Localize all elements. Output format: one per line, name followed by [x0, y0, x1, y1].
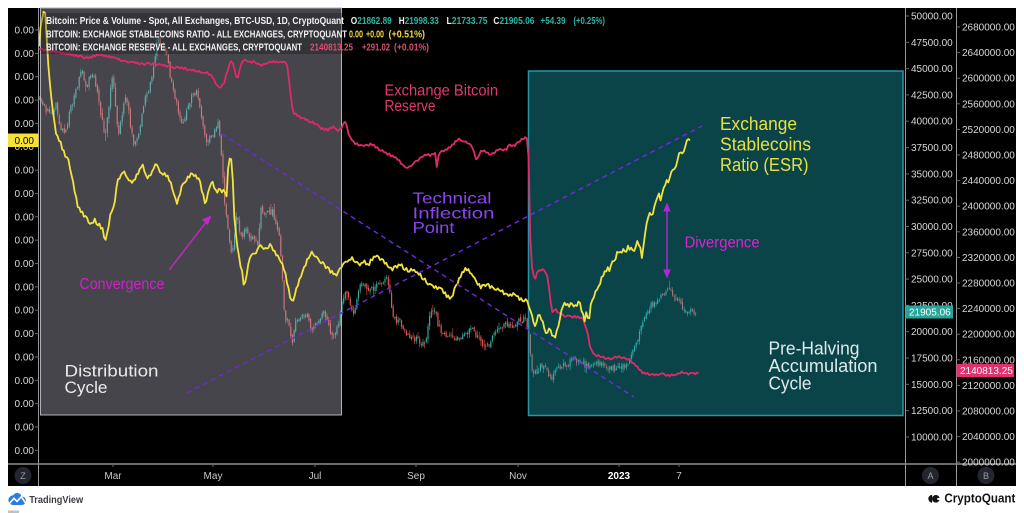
- svg-text:0.00: 0.00: [15, 376, 35, 387]
- svg-text:Sep: Sep: [407, 471, 425, 482]
- svg-text:+54.39: +54.39: [541, 16, 566, 27]
- svg-text:Inflection: Inflection: [413, 205, 495, 222]
- svg-text:0.00: 0.00: [15, 26, 35, 37]
- svg-text:2360000.00: 2360000.00: [962, 227, 1015, 238]
- svg-text:0.00: 0.00: [15, 212, 35, 223]
- svg-text:2400000.00: 2400000.00: [962, 202, 1015, 213]
- svg-text:30000.00: 30000.00: [911, 222, 953, 233]
- svg-text:Stablecoins: Stablecoins: [720, 134, 811, 154]
- svg-text:50000.00: 50000.00: [911, 12, 953, 23]
- svg-text:2600000.00: 2600000.00: [962, 74, 1015, 85]
- svg-text:0.00: 0.00: [15, 96, 35, 107]
- svg-text:2080000.00: 2080000.00: [962, 407, 1015, 418]
- svg-text:Jul: Jul: [309, 471, 322, 482]
- svg-text:Cycle: Cycle: [769, 374, 812, 394]
- svg-text:2140813.25: 2140813.25: [310, 43, 353, 54]
- svg-text:C21905.06: C21905.06: [493, 16, 534, 27]
- svg-text:2640000.00: 2640000.00: [962, 48, 1015, 59]
- svg-text:BITCOIN: EXCHANGE RESERVE - AL: BITCOIN: EXCHANGE RESERVE - ALL EXCHANGE…: [46, 43, 302, 54]
- svg-text:BITCOIN: EXCHANGE STABLECOINS: BITCOIN: EXCHANGE STABLECOINS RATIO - AL…: [46, 30, 347, 41]
- svg-text:2320000.00: 2320000.00: [962, 253, 1015, 264]
- svg-text:Ratio (ESR): Ratio (ESR): [720, 155, 809, 175]
- svg-text:L21733.75: L21733.75: [447, 16, 488, 27]
- svg-text:17500.00: 17500.00: [911, 354, 953, 365]
- svg-text:2160000.00: 2160000.00: [962, 355, 1015, 366]
- svg-text:0.00: 0.00: [15, 423, 35, 434]
- svg-text:35000.00: 35000.00: [911, 169, 953, 180]
- svg-text:0.00: 0.00: [15, 142, 35, 153]
- svg-text:0.00: 0.00: [15, 189, 35, 200]
- svg-text:Technical: Technical: [413, 191, 492, 208]
- svg-text:2440000.00: 2440000.00: [962, 176, 1015, 187]
- svg-text:(+0.01%): (+0.01%): [394, 43, 429, 54]
- svg-text:2140813.25: 2140813.25: [960, 366, 1013, 377]
- svg-text:0.00: 0.00: [15, 136, 35, 147]
- svg-text:0.00: 0.00: [15, 446, 35, 457]
- svg-text:37500.00: 37500.00: [911, 143, 953, 154]
- svg-text:12500.00: 12500.00: [911, 406, 953, 417]
- svg-text:27500.00: 27500.00: [911, 248, 953, 259]
- svg-text:+291.02: +291.02: [362, 43, 390, 54]
- svg-text:2040000.00: 2040000.00: [962, 432, 1015, 443]
- svg-text:2560000.00: 2560000.00: [962, 99, 1015, 110]
- svg-text:2240000.00: 2240000.00: [962, 304, 1015, 315]
- svg-text:15000.00: 15000.00: [911, 380, 953, 391]
- svg-text:0.00: 0.00: [15, 166, 35, 177]
- svg-text:Bitcoin: Price & Volume - Spot: Bitcoin: Price & Volume - Spot, All Exch…: [46, 16, 345, 27]
- svg-text:A: A: [927, 471, 933, 481]
- svg-text:2120000.00: 2120000.00: [962, 381, 1015, 392]
- svg-text:B: B: [983, 471, 989, 481]
- svg-text:+0.00: +0.00: [366, 30, 384, 41]
- svg-text:2520000.00: 2520000.00: [962, 125, 1015, 136]
- svg-text:45000.00: 45000.00: [911, 64, 953, 75]
- svg-text:0.00: 0.00: [15, 236, 35, 247]
- svg-text:Cycle: Cycle: [65, 378, 108, 397]
- svg-text:Exchange Bitcoin: Exchange Bitcoin: [385, 83, 499, 100]
- svg-text:0.00: 0.00: [15, 352, 35, 363]
- svg-text:Exchange: Exchange: [720, 114, 797, 134]
- svg-text:20000.00: 20000.00: [911, 327, 953, 338]
- svg-text:Point: Point: [413, 220, 456, 237]
- svg-text:0.00: 0.00: [15, 119, 35, 130]
- svg-text:7: 7: [676, 471, 682, 482]
- svg-text:2023: 2023: [608, 471, 631, 482]
- svg-text:H21998.33: H21998.33: [399, 16, 439, 27]
- svg-text:2680000.00: 2680000.00: [962, 23, 1015, 34]
- svg-text:25000.00: 25000.00: [911, 275, 953, 286]
- svg-text:0.00: 0.00: [15, 259, 35, 270]
- svg-text:(+0.25%): (+0.25%): [573, 16, 605, 27]
- svg-text:Pre-Halving: Pre-Halving: [769, 338, 860, 358]
- svg-text:47500.00: 47500.00: [911, 38, 953, 49]
- svg-text:Divergence: Divergence: [685, 235, 760, 252]
- svg-text:0.00: 0.00: [15, 282, 35, 293]
- svg-text:May: May: [204, 471, 223, 482]
- svg-text:Reserve: Reserve: [385, 98, 436, 115]
- svg-text:Z: Z: [20, 471, 26, 481]
- svg-text:10000.00: 10000.00: [911, 433, 953, 444]
- svg-text:32500.00: 32500.00: [911, 196, 953, 207]
- svg-text:TradingView: TradingView: [29, 494, 84, 506]
- svg-text:42500.00: 42500.00: [911, 90, 953, 101]
- svg-text:CryptoQuant: CryptoQuant: [944, 492, 1016, 506]
- svg-text:(+0.51%): (+0.51%): [389, 30, 426, 41]
- svg-text:Convergence: Convergence: [79, 276, 164, 293]
- svg-text:0.00: 0.00: [15, 329, 35, 340]
- svg-text:Distribution: Distribution: [65, 361, 159, 380]
- svg-text:2280000.00: 2280000.00: [962, 279, 1015, 290]
- svg-text:Accumulation: Accumulation: [769, 356, 878, 376]
- svg-text:Mar: Mar: [104, 471, 122, 482]
- svg-text:40000.00: 40000.00: [911, 117, 953, 128]
- svg-text:Nov: Nov: [509, 471, 527, 482]
- svg-text:2200000.00: 2200000.00: [962, 330, 1015, 341]
- svg-text:0.00: 0.00: [15, 399, 35, 410]
- svg-text:0.00: 0.00: [15, 72, 35, 83]
- svg-text:2000000.00: 2000000.00: [962, 458, 1015, 469]
- svg-text:0.00: 0.00: [349, 30, 363, 41]
- svg-text:0.00: 0.00: [15, 49, 35, 60]
- svg-text:0.00: 0.00: [15, 306, 35, 317]
- svg-text:O21862.89: O21862.89: [351, 16, 392, 27]
- svg-text:2480000.00: 2480000.00: [962, 151, 1015, 162]
- svg-text:21905.06: 21905.06: [909, 308, 951, 319]
